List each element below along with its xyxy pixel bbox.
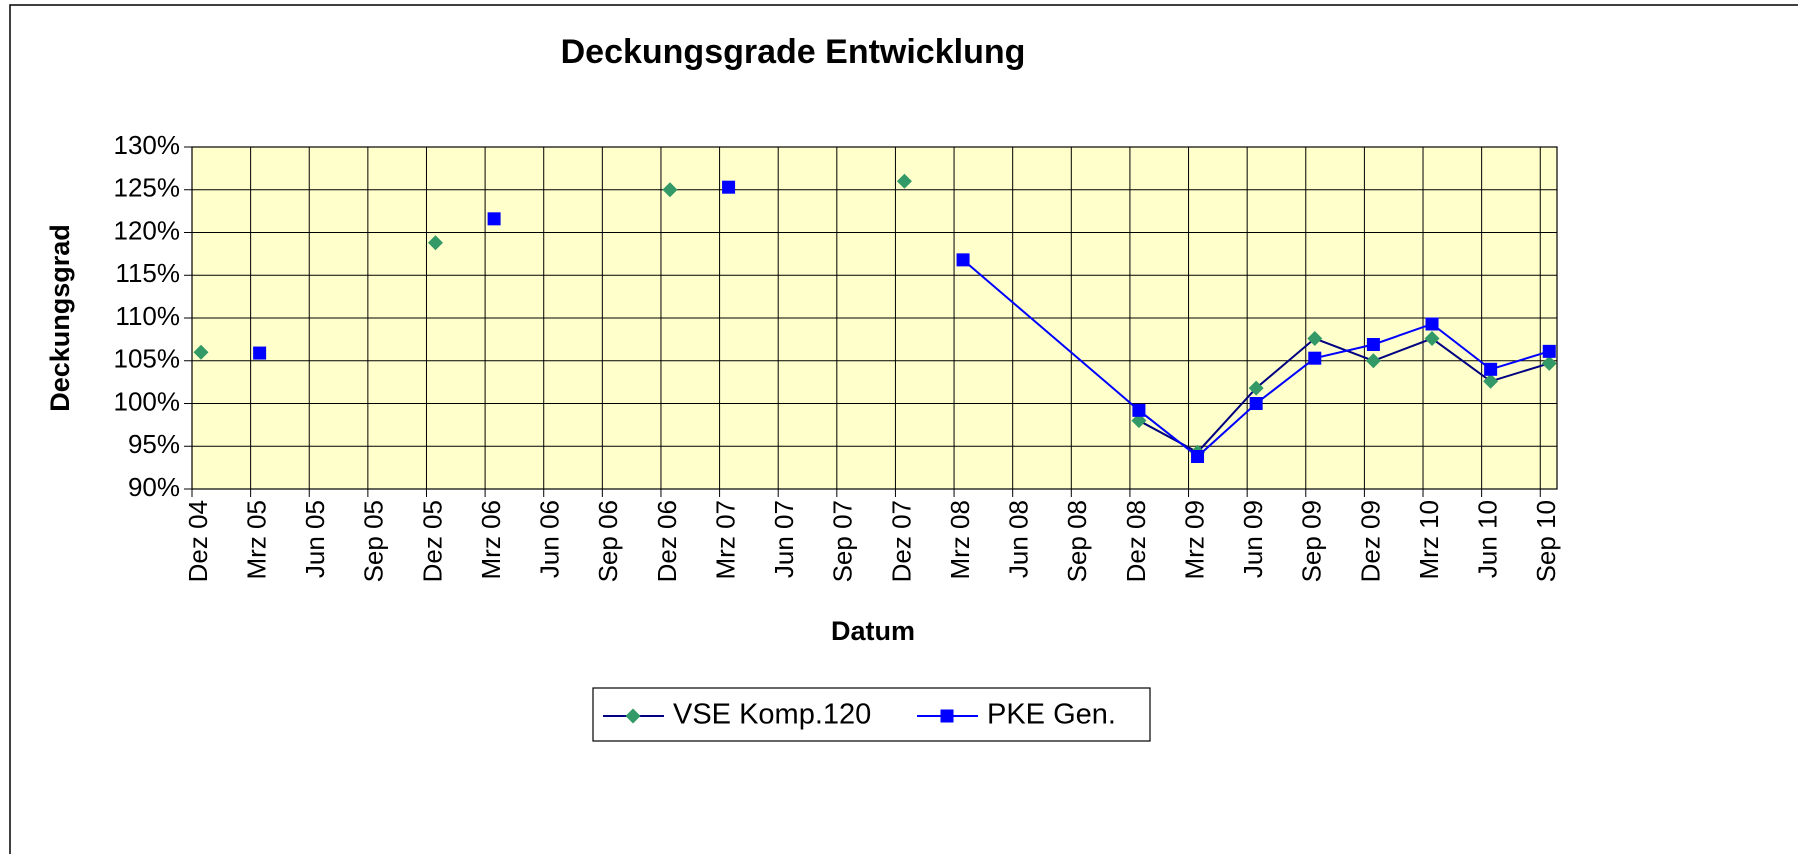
data-point: [1542, 344, 1556, 358]
x-tick-label: Dez 07: [886, 500, 916, 582]
data-point: [1132, 403, 1146, 417]
legend-marker: [940, 709, 954, 723]
y-tick-label: 100%: [114, 386, 181, 416]
x-tick-label: Dez 05: [417, 500, 447, 582]
data-point: [722, 180, 736, 194]
y-tick-label: 120%: [114, 215, 181, 245]
x-tick-label: Mrz 08: [945, 500, 975, 579]
data-point: [1308, 351, 1322, 365]
legend-label: PKE Gen.: [987, 699, 1116, 731]
x-tick-label: Dez 06: [652, 500, 682, 582]
data-point: [1365, 353, 1381, 369]
x-tick-label: Dez 08: [1121, 500, 1151, 582]
x-tick-label: Mrz 09: [1179, 500, 1209, 579]
data-point: [1249, 397, 1263, 410]
legend-label: VSE Komp.120: [673, 699, 871, 731]
x-axis-title: Datum: [831, 616, 915, 646]
x-tick-label: Sep 09: [1297, 500, 1327, 582]
data-point: [662, 182, 678, 198]
data-point: [1484, 362, 1498, 376]
x-tick-label: Jun 06: [535, 500, 565, 578]
y-tick-label: 90%: [128, 472, 180, 502]
data-point: [253, 346, 267, 360]
x-tick-label: Mrz 07: [710, 500, 740, 579]
x-tick-label: Dez 04: [183, 500, 213, 582]
chart-title: Deckungsgrade Entwicklung: [561, 33, 1026, 71]
data-point: [1191, 450, 1205, 464]
y-tick-label: 115%: [115, 258, 180, 288]
legend-box: [592, 687, 1151, 742]
x-tick-label: Mrz 10: [1414, 500, 1444, 579]
x-tick-label: Dez 09: [1355, 500, 1385, 582]
data-point: [1307, 331, 1323, 347]
data-point: [1541, 355, 1557, 371]
y-tick-label: 105%: [114, 344, 181, 374]
x-tick-label: Jun 10: [1473, 500, 1503, 578]
data-point: [1483, 373, 1499, 389]
x-tick-label: Sep 06: [593, 500, 623, 582]
x-tick-label: Sep 05: [359, 500, 389, 582]
y-tick-label: 110%: [115, 301, 180, 331]
x-tick-label: Sep 10: [1531, 500, 1561, 582]
x-tick-label: Jun 05: [300, 500, 330, 578]
data-point: [487, 212, 501, 226]
data-point: [1424, 331, 1440, 347]
data-point: [1248, 380, 1264, 396]
y-tick-label: 95%: [128, 429, 180, 459]
x-tick-label: Jun 07: [769, 500, 799, 578]
plot-border: [191, 146, 1558, 490]
x-tick-label: Sep 08: [1062, 500, 1092, 582]
data-point: [193, 344, 209, 360]
x-tick-label: Jun 09: [1238, 500, 1268, 578]
series-line: [1138, 337, 1550, 454]
data-point: [1366, 338, 1380, 352]
x-tick-label: Jun 08: [1004, 500, 1034, 578]
data-point: [896, 173, 912, 189]
y-axis-title: Deckungsgrad: [45, 224, 75, 412]
data-point: [427, 235, 443, 251]
data-point: [1131, 413, 1147, 429]
x-tick-label: Sep 07: [828, 500, 858, 582]
legend-marker: [625, 708, 641, 724]
y-tick-label: 125%: [114, 173, 181, 203]
x-tick-label: Mrz 05: [241, 500, 271, 579]
x-tick-label: Mrz 06: [476, 500, 506, 579]
y-tick-label: 130%: [114, 130, 181, 160]
data-point: [1425, 317, 1439, 331]
data-point: [956, 253, 970, 267]
